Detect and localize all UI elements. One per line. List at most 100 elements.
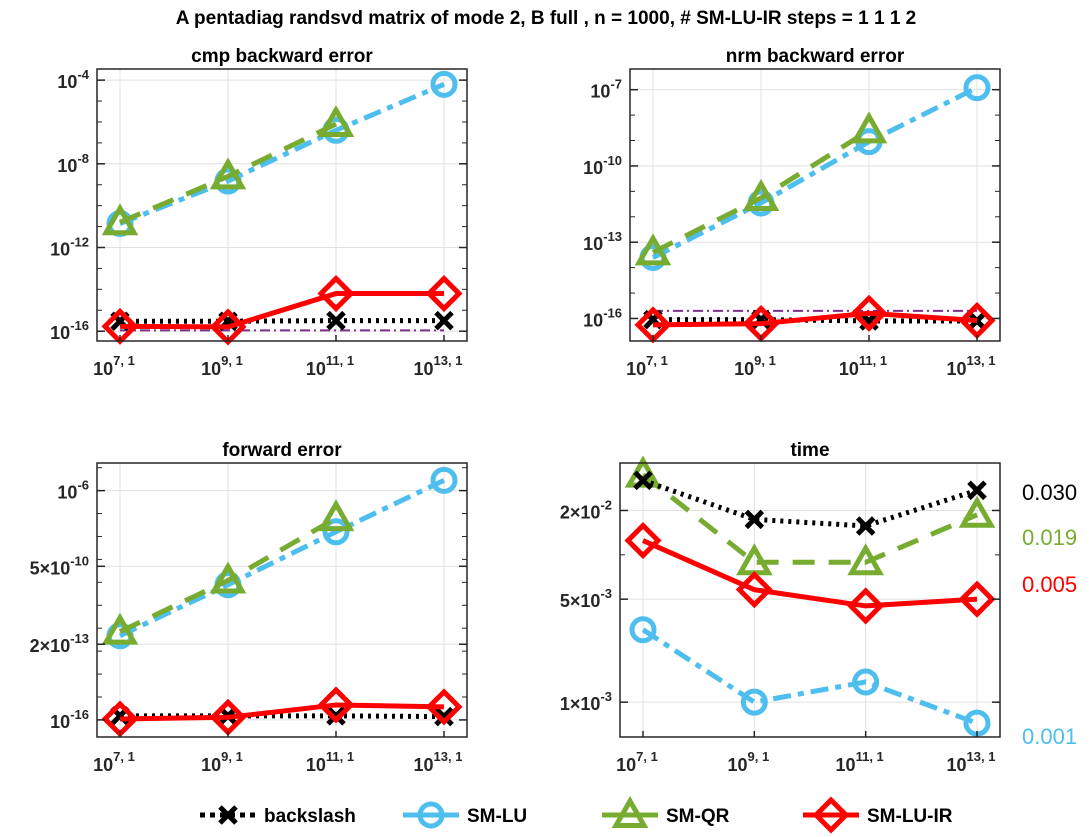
data-point bbox=[209, 308, 247, 346]
x-tick-label: 1013, 1 bbox=[947, 749, 996, 775]
subplot-0: cmp backward error 10-16 10-12 10-8 10-4 107,… bbox=[50, 46, 468, 379]
legend-item-backslash[interactable]: backslash bbox=[200, 805, 356, 827]
data-point bbox=[425, 688, 463, 726]
series-sm-qr bbox=[101, 104, 355, 236]
subplot-3: time 1×10-3 5×10-3 2×10-2 107, 1 109, 1 1011, … bbox=[560, 440, 1077, 775]
data-point bbox=[101, 203, 139, 236]
y-tick-label: 5×10-10 bbox=[30, 553, 89, 578]
data-point bbox=[624, 522, 662, 560]
data-point bbox=[425, 275, 463, 313]
series-sm-lu-ir bbox=[101, 686, 463, 738]
x-tick-label: 1011, 1 bbox=[306, 749, 354, 775]
y-tick-label: 10-6 bbox=[57, 478, 89, 503]
y-tick-label: 10-8 bbox=[57, 151, 89, 176]
data-point bbox=[633, 470, 653, 491]
x-tick-label: 109, 1 bbox=[734, 353, 776, 379]
x-tick-label: 107, 1 bbox=[93, 749, 135, 775]
series-sm-lu bbox=[106, 466, 458, 650]
legend-marker-icon bbox=[417, 801, 445, 829]
axes-box bbox=[619, 462, 1001, 738]
data-point bbox=[322, 518, 350, 546]
data-point bbox=[735, 571, 773, 609]
x-tick-label: 1013, 1 bbox=[414, 749, 463, 775]
side-label-backslash: 0.030 bbox=[1022, 480, 1077, 505]
series-backslash bbox=[633, 470, 987, 536]
series-line bbox=[118, 478, 446, 638]
x-tick-label: 1013, 1 bbox=[414, 353, 463, 379]
x-tick-label: 107, 1 bbox=[616, 749, 658, 775]
series-line bbox=[652, 310, 978, 328]
y-tick-label: 10-16 bbox=[50, 318, 89, 343]
legend-item-sm-qr[interactable]: SM-QR bbox=[602, 795, 730, 828]
data-point bbox=[629, 616, 657, 644]
data-point bbox=[430, 466, 458, 494]
data-point bbox=[744, 509, 765, 530]
y-tick-label: 2×10-13 bbox=[30, 631, 89, 656]
side-label-sm-lu-ir: 0.005 bbox=[1022, 572, 1077, 597]
x-tick-label: 1011, 1 bbox=[836, 749, 884, 775]
x-tick-label: 109, 1 bbox=[727, 749, 769, 775]
data-point bbox=[967, 311, 987, 331]
legend-label: SM-LU bbox=[467, 806, 527, 827]
axes-box bbox=[629, 68, 1001, 342]
series-line bbox=[642, 478, 978, 529]
series-line bbox=[120, 318, 444, 324]
data-point bbox=[317, 499, 355, 532]
series-line bbox=[119, 291, 444, 330]
data-point bbox=[847, 543, 884, 576]
legend-marker-icon bbox=[812, 796, 850, 834]
series-sm-qr bbox=[101, 499, 355, 645]
y-tick-label: 1×10-3 bbox=[560, 689, 612, 714]
data-point bbox=[850, 111, 888, 144]
data-point bbox=[742, 178, 780, 211]
subplot-title: cmp backward error bbox=[191, 46, 373, 67]
y-tick-label: 10-4 bbox=[57, 67, 89, 92]
data-point bbox=[101, 612, 139, 645]
subplot-title: time bbox=[790, 440, 829, 461]
x-tick-label: 1011, 1 bbox=[839, 353, 887, 379]
y-tick-label: 10-7 bbox=[590, 77, 622, 102]
data-point bbox=[855, 516, 876, 536]
y-tick-label: 10-10 bbox=[583, 153, 622, 178]
series-sm-lu bbox=[106, 70, 458, 238]
legend: backslash SM-LU SM-QR SM-LU-IR bbox=[200, 795, 953, 834]
y-tick-label: 10-13 bbox=[583, 229, 622, 254]
series-line bbox=[120, 713, 445, 720]
data-point bbox=[317, 275, 355, 313]
x-tick-label: 109, 1 bbox=[201, 353, 243, 379]
series-line bbox=[118, 515, 338, 634]
data-point bbox=[317, 686, 355, 724]
axes-box bbox=[96, 68, 468, 342]
side-label-sm-qr: 0.019 bbox=[1022, 525, 1077, 550]
series-sm-lu-ir bbox=[634, 294, 996, 344]
data-point bbox=[963, 74, 991, 102]
legend-marker-icon bbox=[218, 805, 238, 825]
data-point bbox=[434, 706, 454, 727]
legend-marker-icon bbox=[611, 795, 649, 828]
data-point bbox=[209, 561, 247, 594]
series-line bbox=[641, 538, 978, 609]
subplot-title: forward error bbox=[222, 440, 342, 461]
legend-item-sm-lu[interactable]: SM-LU bbox=[403, 801, 527, 829]
series-line bbox=[651, 85, 979, 260]
y-tick-label: 2×10-2 bbox=[560, 497, 612, 522]
data-point bbox=[434, 310, 454, 331]
side-label-sm-lu: 0.001 bbox=[1022, 724, 1077, 749]
series-line bbox=[641, 627, 978, 726]
data-point bbox=[430, 70, 458, 98]
series-sm-lu-ir bbox=[101, 275, 463, 346]
data-point bbox=[326, 310, 346, 331]
series-sm-lu bbox=[639, 74, 991, 272]
x-tick-label: 107, 1 bbox=[626, 353, 668, 379]
y-tick-label: 10-12 bbox=[50, 235, 89, 260]
series-line bbox=[119, 121, 338, 225]
subplot-1: nrm backward error 10-16 10-13 10-10 10-7 107… bbox=[583, 46, 1001, 379]
legend-label: SM-QR bbox=[666, 806, 730, 827]
x-tick-label: 1013, 1 bbox=[947, 353, 996, 379]
data-point bbox=[209, 157, 247, 190]
data-point bbox=[740, 688, 768, 716]
legend-item-sm-lu-ir[interactable]: SM-LU-IR bbox=[803, 796, 953, 834]
data-point bbox=[850, 294, 888, 332]
axes-layer: cmp backward error 10-16 10-12 10-8 10-4 107,… bbox=[30, 46, 1077, 775]
